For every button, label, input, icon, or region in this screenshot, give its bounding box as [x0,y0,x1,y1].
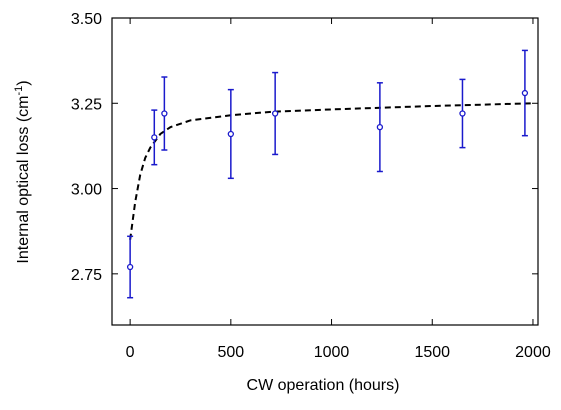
data-point [126,263,134,271]
data-point [459,110,466,117]
x-tick-label: 1500 [414,344,450,361]
data-point [151,134,158,141]
y-axis-label-sup: -1 [13,86,25,96]
data-point [376,124,384,131]
y-tick-label: 3.00 [71,182,102,199]
data-point [161,110,168,117]
x-tick-label: 1000 [314,344,350,361]
y-axis-label-end: ) [15,80,32,85]
x-axis-label: CW operation (hours) [247,377,400,394]
x-tick-label: 0 [126,344,135,361]
plot-frame [111,17,539,326]
data-point [521,89,529,97]
data-point [271,110,279,117]
fit-curve [129,102,533,240]
y-tick-label: 2.75 [71,267,102,284]
data-point [227,130,234,138]
x-tick-label: 500 [217,344,244,361]
x-tick-label: 2000 [515,344,551,361]
y-axis-label: Internal optical loss (cm-1) [13,80,32,263]
y-axis-label-text: Internal optical loss (cm [15,96,32,264]
y-tick-label: 3.50 [71,11,102,28]
y-tick-label: 3.25 [71,96,102,113]
